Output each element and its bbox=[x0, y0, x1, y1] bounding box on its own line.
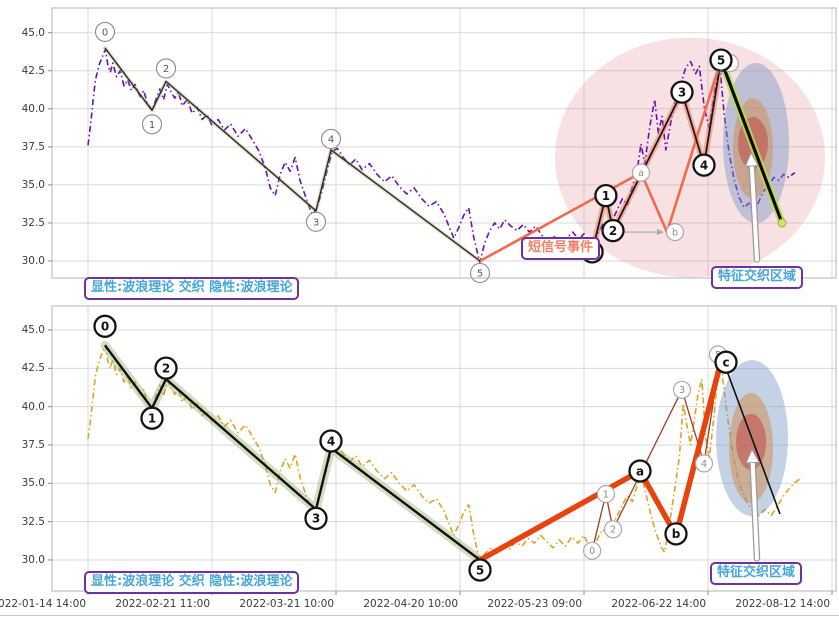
wave-label-circle bbox=[628, 459, 652, 483]
short-signal-label: 短信号事件 bbox=[521, 237, 601, 260]
wave-label-circle bbox=[596, 484, 616, 504]
wave-label: 5 bbox=[477, 269, 483, 280]
wave-label: 2 bbox=[609, 224, 617, 238]
wave-label: 3 bbox=[679, 385, 685, 396]
feature-zone-label-bottom: 特征交织区域 bbox=[710, 562, 803, 585]
wave-label-circle bbox=[468, 558, 492, 582]
wave-label-circle bbox=[694, 454, 714, 473]
wave-label: a bbox=[638, 168, 644, 179]
wave-label: 5 bbox=[717, 53, 725, 67]
overlap-tiny-text: ac bbox=[715, 68, 723, 76]
wave-label-circle bbox=[154, 356, 178, 380]
explicit-impulse-top-line bbox=[104, 47, 481, 262]
wave-label-circle bbox=[594, 183, 618, 208]
wave-label: 0 bbox=[589, 546, 595, 557]
wave-label-circle bbox=[155, 58, 177, 79]
wave-label: 5 bbox=[476, 563, 484, 577]
wave-label-circle bbox=[631, 163, 651, 182]
wave-label-circle bbox=[665, 223, 685, 242]
wave-label: 0 bbox=[102, 28, 108, 39]
wave-label-circle bbox=[304, 506, 328, 531]
wave-label-circle bbox=[603, 520, 623, 539]
wave-label-circle bbox=[320, 128, 342, 149]
white-arrow-head bbox=[745, 448, 760, 464]
post-breakdown-top-line bbox=[719, 59, 784, 224]
wave-label-circle bbox=[664, 522, 688, 546]
wave-label: 1 bbox=[602, 189, 610, 203]
wave-label: 1 bbox=[148, 412, 156, 426]
wave-label: 1 bbox=[603, 490, 609, 501]
wave-label: 4 bbox=[701, 459, 707, 470]
wave-label: a bbox=[636, 464, 644, 478]
gray-annotation-arrow-head bbox=[656, 228, 664, 236]
wave-label: 2 bbox=[610, 525, 616, 536]
feature-zone-label-top: 特征交织区域 bbox=[711, 266, 804, 289]
explicit-impulse-bottom-line bbox=[104, 344, 481, 561]
panel-top: abc012345012345ac bbox=[48, 7, 837, 284]
wave-label: 0 bbox=[101, 320, 109, 334]
wave-label: c bbox=[722, 356, 729, 370]
figure-border bbox=[0, 615, 839, 616]
wave-label: 1 bbox=[149, 120, 155, 131]
wave-label-circle bbox=[692, 153, 716, 177]
plot-spine bbox=[51, 7, 837, 279]
white-arrow-shaft bbox=[750, 460, 759, 561]
legend-box-top: 显性:波浪理论 交织 隐性:波浪理论 bbox=[84, 277, 300, 300]
wave-label: b bbox=[672, 527, 681, 541]
wave-label-circle bbox=[672, 380, 692, 399]
wave-label-circle bbox=[714, 350, 738, 374]
wave-label-circle bbox=[582, 541, 602, 560]
wave-label: 3 bbox=[313, 217, 319, 228]
line-end-marker bbox=[777, 218, 787, 228]
wave-label: b bbox=[672, 228, 678, 239]
legend-box-bottom: 显性:波浪理论 交织 隐性:波浪理论 bbox=[84, 571, 300, 594]
abc-correction-top-line bbox=[479, 59, 723, 263]
wave-label: 4 bbox=[328, 135, 334, 146]
hidden-impulse-bottom-line bbox=[591, 357, 721, 551]
wave-label-circle bbox=[94, 21, 116, 42]
wave-label-circle bbox=[141, 114, 163, 135]
wave-label: 3 bbox=[312, 512, 320, 526]
abc-correction-bottom-line bbox=[478, 356, 725, 563]
wave-label-circle bbox=[93, 314, 117, 338]
wave-label-circle bbox=[601, 218, 625, 243]
wave-label: 4 bbox=[700, 158, 708, 172]
wave-label-circle bbox=[305, 211, 327, 232]
panel-bottom: 012345012345abc bbox=[48, 305, 837, 595]
wave-label-circle bbox=[709, 48, 733, 72]
wave-label: 2 bbox=[163, 64, 169, 75]
wave-label: 3 bbox=[678, 85, 686, 99]
white-arrow-head bbox=[744, 151, 760, 167]
price-series-bottom bbox=[87, 344, 803, 563]
wave-label-circle bbox=[670, 80, 694, 104]
wave-label: 2 bbox=[162, 361, 170, 375]
white-arrow-shaft bbox=[749, 163, 759, 262]
wave-label-circle bbox=[319, 429, 343, 453]
post-breakdown-bottom-line bbox=[721, 357, 781, 515]
plot-background bbox=[52, 306, 836, 591]
wave-label: 4 bbox=[327, 434, 335, 448]
plot-spine bbox=[51, 305, 837, 592]
wave-label-circle bbox=[140, 406, 164, 430]
